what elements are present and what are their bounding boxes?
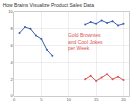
- svg-text:15: 15: [94, 97, 99, 102]
- svg-text:10: 10: [67, 97, 72, 102]
- svg-text:How Brains Visualize Product S: How Brains Visualize Product Sales Data: [3, 2, 95, 8]
- svg-text:0: 0: [10, 93, 13, 98]
- svg-text:8: 8: [10, 26, 13, 31]
- svg-text:5: 5: [40, 97, 43, 102]
- svg-text:Gold Browniesand Cool Jokesper: Gold Browniesand Cool Jokesper Week: [68, 32, 103, 51]
- svg-text:2: 2: [10, 77, 13, 82]
- svg-text:10: 10: [8, 9, 13, 14]
- svg-text:0: 0: [13, 97, 16, 102]
- svg-text:4: 4: [10, 60, 13, 65]
- svg-text:20: 20: [121, 97, 126, 102]
- svg-text:6: 6: [10, 43, 13, 48]
